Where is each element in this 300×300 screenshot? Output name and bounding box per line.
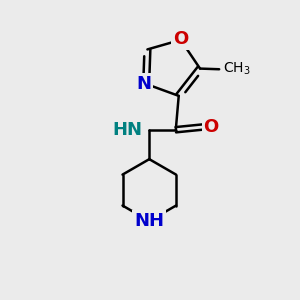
- Text: O: O: [203, 118, 219, 136]
- Text: CH$_3$: CH$_3$: [223, 61, 250, 77]
- Text: O: O: [173, 30, 188, 48]
- Text: HN: HN: [112, 121, 142, 139]
- Text: N: N: [136, 75, 151, 93]
- Text: NH: NH: [134, 212, 164, 230]
